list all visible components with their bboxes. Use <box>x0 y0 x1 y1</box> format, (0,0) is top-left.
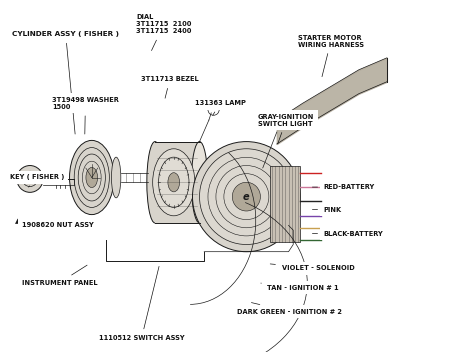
Ellipse shape <box>147 142 163 223</box>
Text: KEY ( FISHER ): KEY ( FISHER ) <box>10 175 64 187</box>
Circle shape <box>232 182 260 211</box>
Text: DARK GREEN - IGNITION # 2: DARK GREEN - IGNITION # 2 <box>237 302 342 315</box>
Text: BLACK-BATTERY: BLACK-BATTERY <box>312 230 383 236</box>
Bar <box>270 165 300 242</box>
Ellipse shape <box>86 168 98 187</box>
Text: 131363 LAMP: 131363 LAMP <box>195 100 246 115</box>
Text: 1908620 NUT ASSY: 1908620 NUT ASSY <box>21 222 93 228</box>
Text: INSTRUMENT PANEL: INSTRUMENT PANEL <box>21 265 97 286</box>
Circle shape <box>200 149 293 245</box>
Text: PINK: PINK <box>312 207 342 213</box>
Ellipse shape <box>191 142 208 223</box>
Circle shape <box>17 165 43 192</box>
Text: e: e <box>243 192 250 202</box>
Circle shape <box>27 176 33 182</box>
Text: CYLINDER ASSY ( FISHER ): CYLINDER ASSY ( FISHER ) <box>12 31 119 134</box>
Bar <box>155 142 200 223</box>
Text: DIAL
3T11715  2100
3T11715  2400: DIAL 3T11715 2100 3T11715 2400 <box>137 14 191 50</box>
Ellipse shape <box>168 173 180 192</box>
Text: GRAY-IGNITION
SWITCH LIGHT: GRAY-IGNITION SWITCH LIGHT <box>258 114 314 144</box>
Text: 3T19498 WASHER
1500: 3T19498 WASHER 1500 <box>52 97 119 134</box>
Text: STARTER MOTOR
WIRING HARNESS: STARTER MOTOR WIRING HARNESS <box>298 34 364 77</box>
Text: TAN - IGNITION # 1: TAN - IGNITION # 1 <box>261 283 339 291</box>
Ellipse shape <box>153 149 195 216</box>
Text: ▲: ▲ <box>15 219 20 225</box>
Text: RED-BATTERY: RED-BATTERY <box>312 184 375 190</box>
Ellipse shape <box>70 140 114 215</box>
Circle shape <box>192 142 300 252</box>
Ellipse shape <box>111 157 121 198</box>
Text: VIOLET - SOLENOID: VIOLET - SOLENOID <box>270 264 354 272</box>
Text: 3T11713 BEZEL: 3T11713 BEZEL <box>141 76 199 98</box>
Text: 1110512 SWITCH ASSY: 1110512 SWITCH ASSY <box>99 266 184 341</box>
